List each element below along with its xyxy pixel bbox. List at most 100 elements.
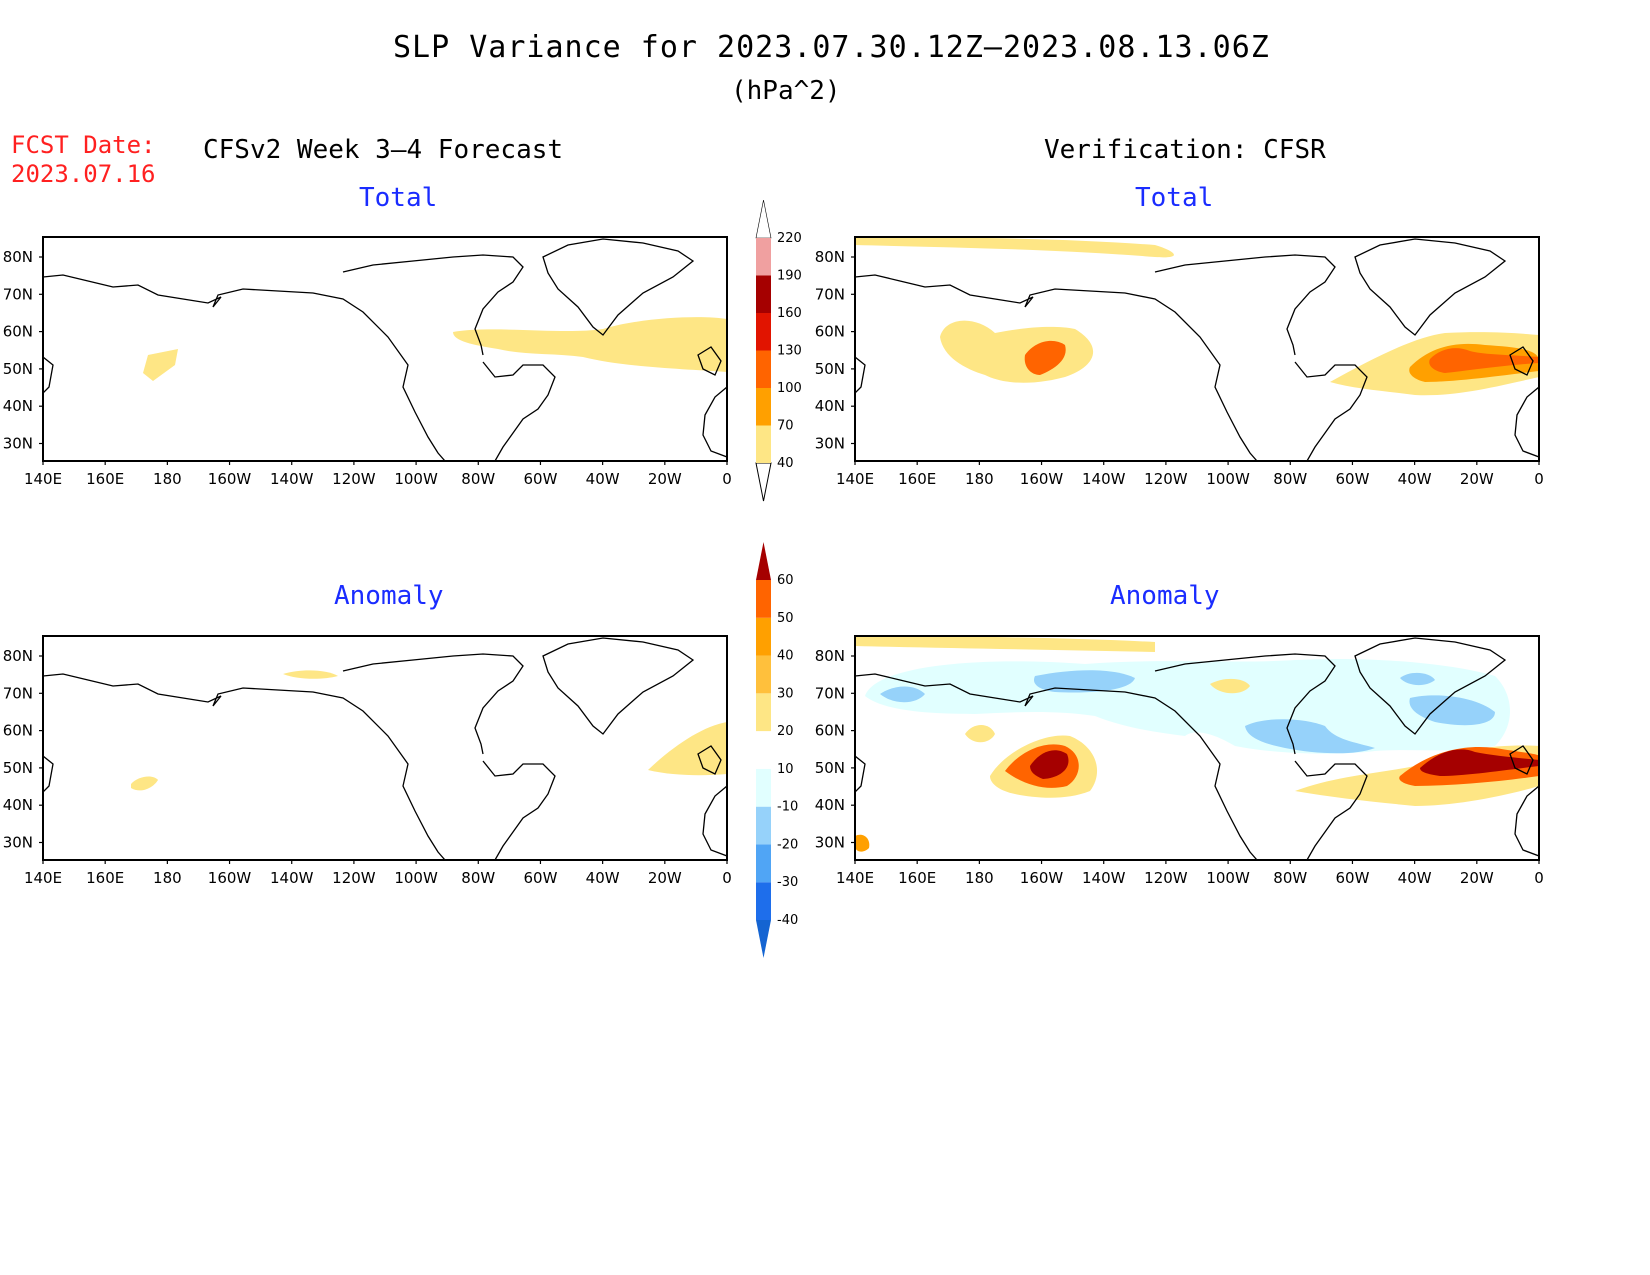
shading-negative-siberia [880,686,925,703]
lon-label: 80W [1273,869,1307,887]
lon-label: 0 [722,470,732,488]
lon-label: 160W [1020,869,1064,887]
lon-label: 140W [270,869,314,887]
verification-anomaly-map: 80N 70N 60N 50N 40N 30N 140E 160E 180 160W 140W 120… [815,635,1544,887]
lon-label: 40W [586,869,620,887]
lon-label: 160W [208,869,252,887]
colorbar-anomaly-box [756,617,771,656]
colorbar-anomaly-low-arrow [756,920,771,958]
shading-arctic [855,237,1174,258]
verification-total-map: 80N 70N 60N 50N 40N 30N 140E 160E 180 160W 140W 120… [815,236,1544,488]
lat-label: 60N [3,323,33,341]
lon-label: 20W [648,869,682,887]
lon-label: 100W [1206,470,1250,488]
colorbar-anomaly-box [756,731,771,769]
fcst-date-value: 2023.07.16 [11,160,156,188]
colorbar-total-box [756,425,771,463]
colorbar-anomaly-box [756,882,771,920]
shading-positive-north-atlantic-core [1420,749,1539,776]
colorbar-anomaly-label: 50 [777,611,794,626]
lon-label: 120W [1144,869,1188,887]
lon-label: 80W [1273,470,1307,488]
lon-label: 140W [1082,869,1126,887]
colorbar-total-box [756,238,771,276]
shading-positive-dateline [965,725,995,743]
colorbar-total: 40 70 100 130 160 190 220 [755,199,802,502]
lon-label: 20W [1460,869,1494,887]
lon-label: 0 [1534,869,1544,887]
lat-label: 80N [815,647,845,665]
colorbar-anomaly: -40 -30 -20 -10 10 20 30 40 50 60 [756,542,798,958]
shading-gulf-alaska [940,320,1094,383]
shading-positive-japan [855,834,870,852]
shading-gulf-alaska-core [1024,340,1066,375]
lat-label: 40N [815,397,845,415]
lat-label: 70N [815,684,845,702]
colorbar-total-label: 190 [777,269,802,284]
colorbar-anomaly-label: 30 [777,686,794,701]
lat-label: 40N [3,397,33,415]
colorbar-anomaly-high-arrow [756,542,771,580]
lon-label: 160W [1020,470,1064,488]
lon-label: 60W [523,869,557,887]
lat-label: 70N [815,285,845,303]
colorbar-total-box [756,313,771,351]
main-title: SLP Variance for 2023.07.30.12Z–2023.08.… [393,30,1270,65]
lon-label: 120W [332,869,376,887]
colorbar-anomaly-label: 20 [777,724,794,739]
lon-label: 0 [1534,470,1544,488]
units-label: (hPa^2) [731,76,841,106]
shading-ireland [648,722,727,776]
colorbar-total-label: 100 [777,381,802,396]
forecast-total-title: Total [359,183,438,213]
shading-negative-norway [1400,672,1435,686]
lat-label: 60N [815,722,845,740]
lat-label: 50N [3,360,33,378]
shading-dateline [143,349,178,381]
colorbar-total-label: 130 [777,344,802,359]
fcst-date-label: FCST Date: [11,131,156,159]
forecast-total-map: 80N 70N 60N 50N 40N 30N 140E 160E 180 160W 140W 120… [3,236,732,488]
lon-label: 180 [965,470,994,488]
colorbar-total-box [756,350,771,388]
colorbar-total-box [756,275,771,313]
shading-dateline [131,776,158,791]
colorbar-total-low-arrow [755,462,772,502]
lon-label: 160E [86,869,124,887]
colorbar-total-label: 220 [777,231,802,246]
lon-label: 100W [394,470,438,488]
lat-label: 30N [815,834,845,852]
lon-label: 120W [332,470,376,488]
lon-label: 80W [461,470,495,488]
colorbar-total-label: 160 [777,306,802,321]
lat-label: 30N [3,834,33,852]
colorbar-total-label: 70 [777,419,794,434]
lon-label: 140E [24,470,62,488]
lon-label: 40W [1398,470,1432,488]
lat-label: 30N [815,435,845,453]
colorbar-anomaly-box [756,693,771,732]
lat-label: 40N [815,796,845,814]
colorbar-anomaly-label: -20 [777,837,798,852]
colorbar-total-high-arrow [755,199,772,239]
lat-label: 70N [3,684,33,702]
forecast-anomaly-title: Anomaly [334,581,444,611]
verification-header: Verification: CFSR [1044,135,1326,165]
lon-label: 0 [722,869,732,887]
shading-negative-greenland-sea [1409,695,1495,726]
colorbar-total-label: 40 [777,456,794,471]
lon-label: 160E [86,470,124,488]
lon-label: 100W [1206,869,1250,887]
shading-positive-gulf-alaska-core [1030,750,1069,779]
colorbar-anomaly-box [756,768,771,807]
lat-label: 60N [815,323,845,341]
lat-label: 80N [3,647,33,665]
colorbar-anomaly-label: 60 [777,573,794,588]
shading-north-atlantic [453,317,727,372]
lon-label: 180 [965,869,994,887]
colorbar-anomaly-label: -10 [777,800,798,815]
lon-label: 140W [270,470,314,488]
lon-label: 80W [461,869,495,887]
colorbar-anomaly-label: -40 [777,913,798,928]
lon-label: 40W [1398,869,1432,887]
